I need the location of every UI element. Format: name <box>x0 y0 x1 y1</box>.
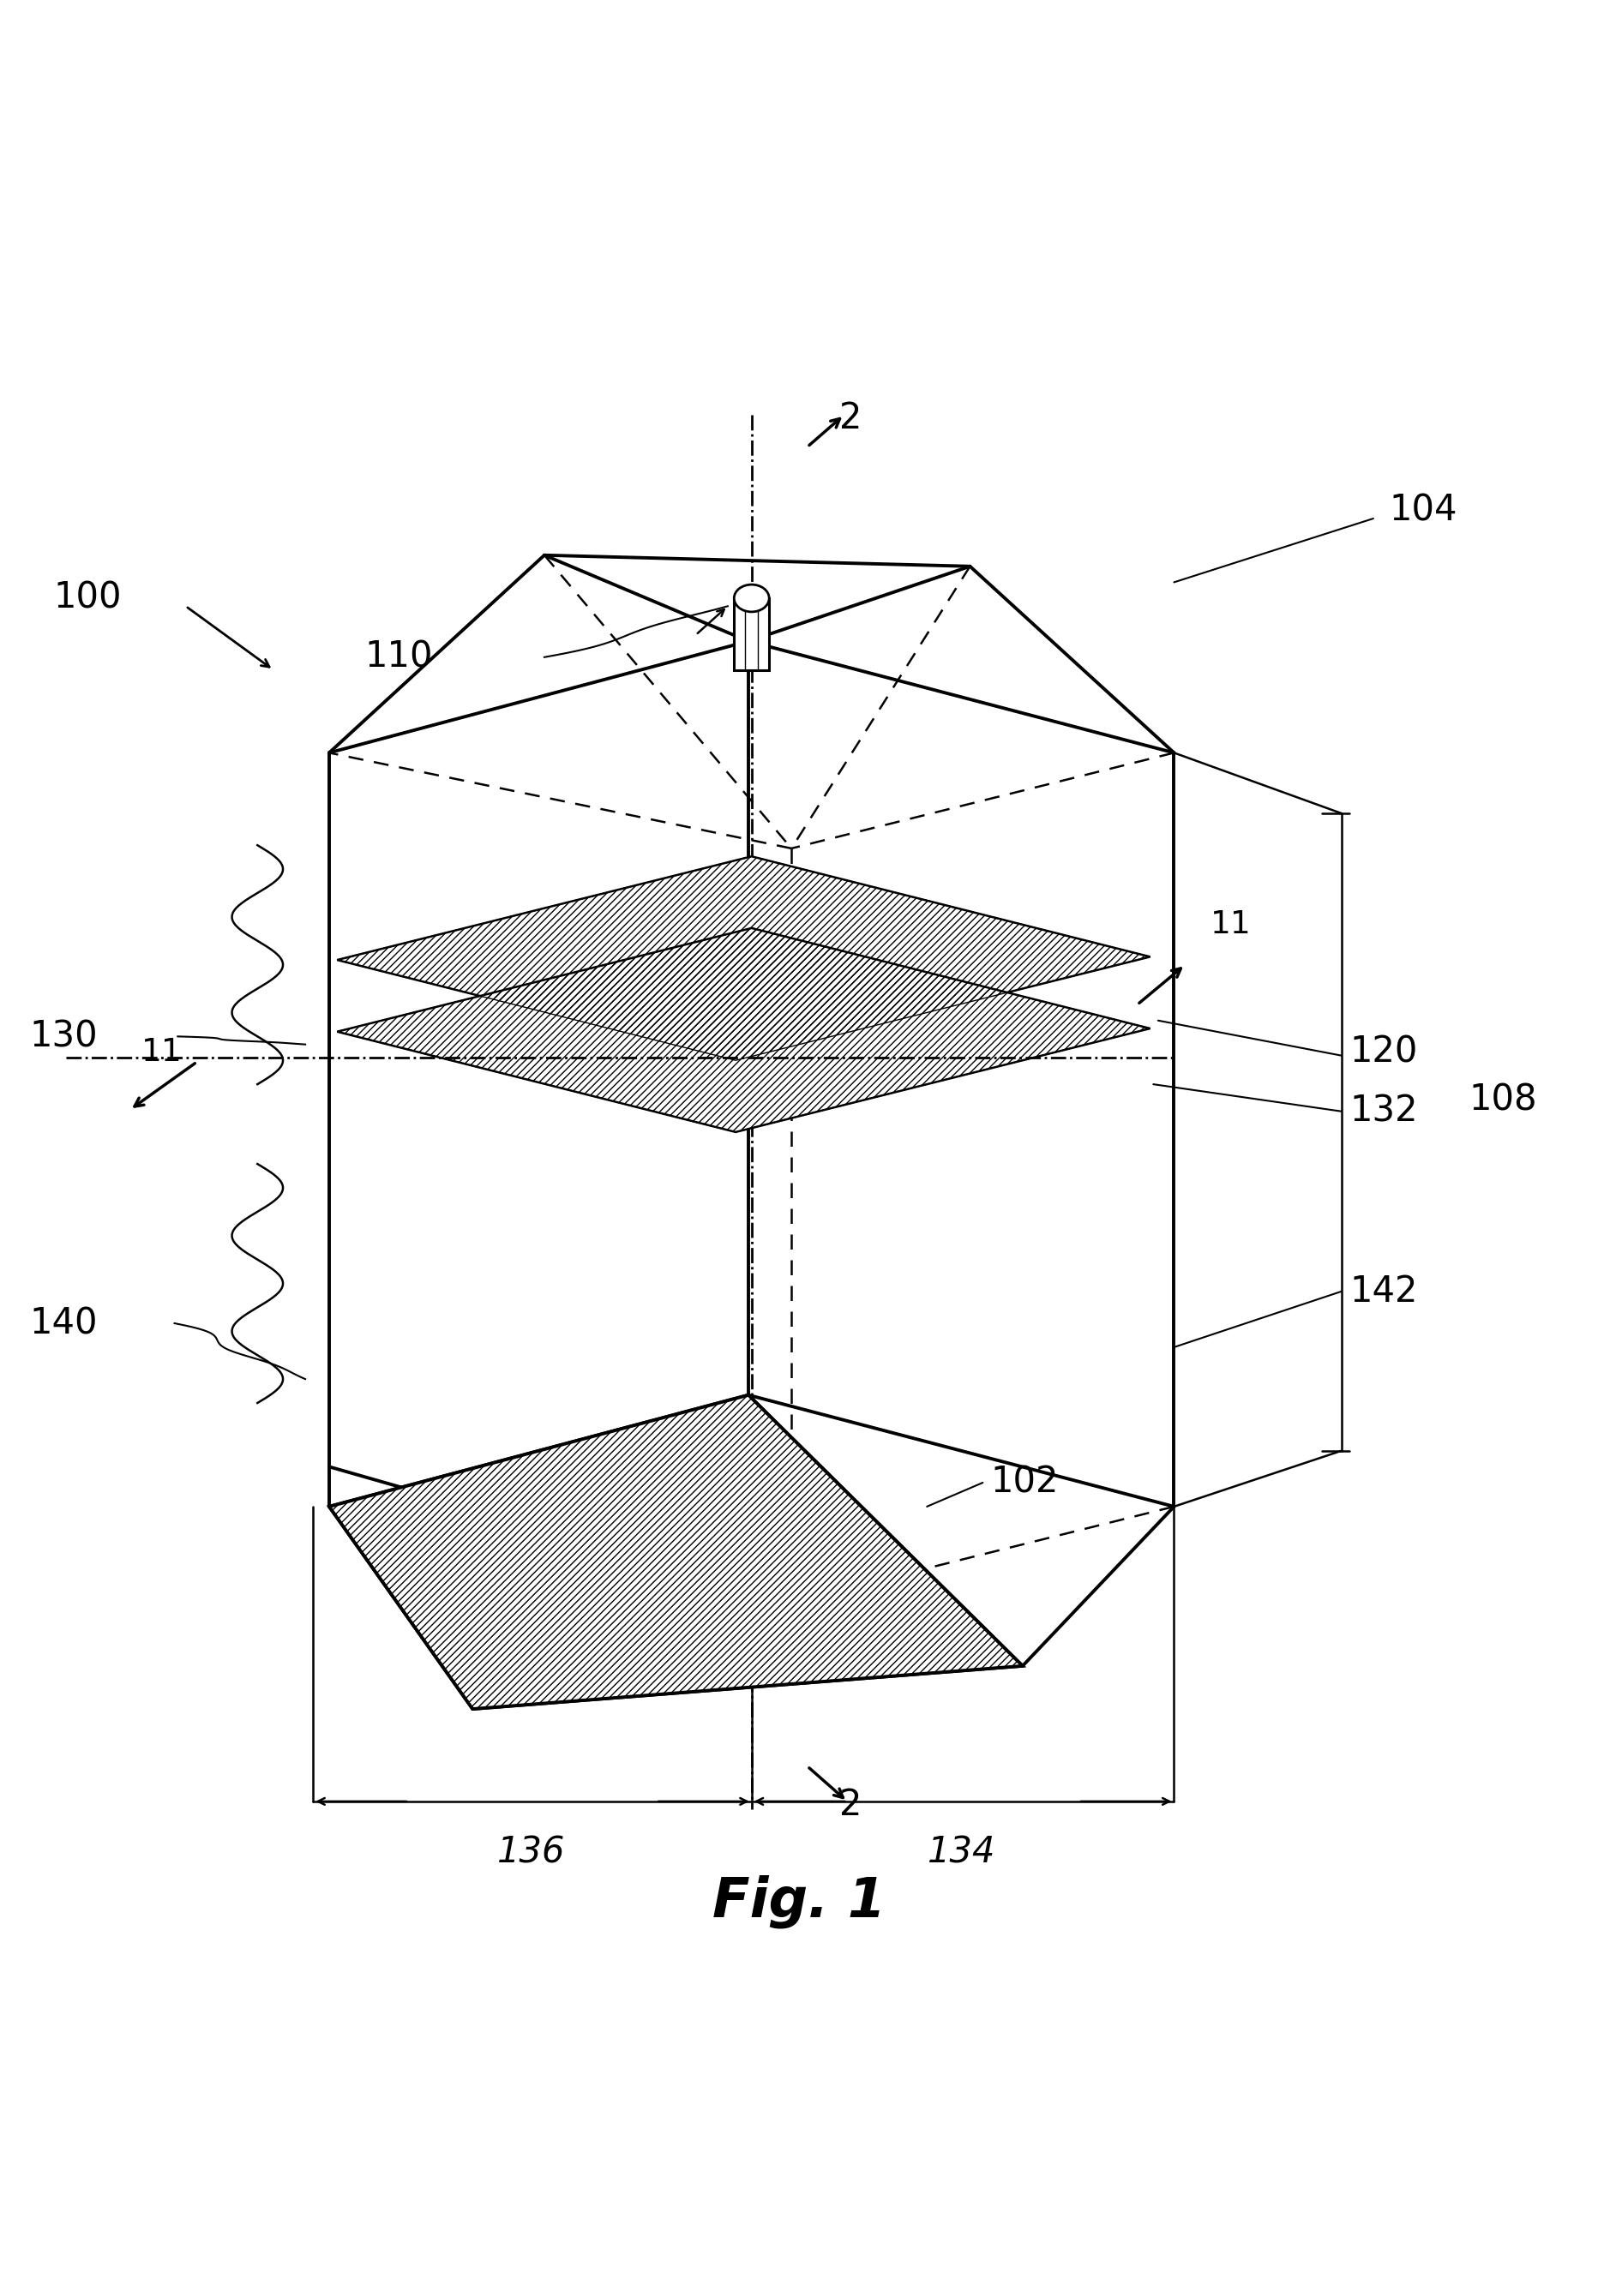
Text: 104: 104 <box>1389 494 1457 528</box>
Text: 108: 108 <box>1469 1081 1536 1118</box>
Text: 136: 136 <box>497 1835 566 1871</box>
Text: 132: 132 <box>1349 1093 1417 1130</box>
Text: 142: 142 <box>1349 1274 1417 1309</box>
Text: 2: 2 <box>839 400 861 436</box>
Text: 120: 120 <box>1349 1035 1417 1070</box>
Text: 110: 110 <box>364 638 433 675</box>
Polygon shape <box>337 856 1149 1061</box>
Polygon shape <box>329 1396 1023 1708</box>
Text: 140: 140 <box>30 1306 97 1341</box>
Text: 134: 134 <box>927 1835 996 1871</box>
Text: Fig. 1: Fig. 1 <box>713 1876 885 1929</box>
Text: 130: 130 <box>30 1019 97 1054</box>
Text: 11: 11 <box>1210 909 1251 941</box>
Bar <box>733 599 769 670</box>
Text: 11: 11 <box>142 1038 182 1068</box>
Ellipse shape <box>733 585 769 611</box>
Text: 100: 100 <box>54 581 121 615</box>
Text: 102: 102 <box>991 1465 1058 1502</box>
Text: 2: 2 <box>839 1786 861 1823</box>
Polygon shape <box>337 928 1149 1132</box>
